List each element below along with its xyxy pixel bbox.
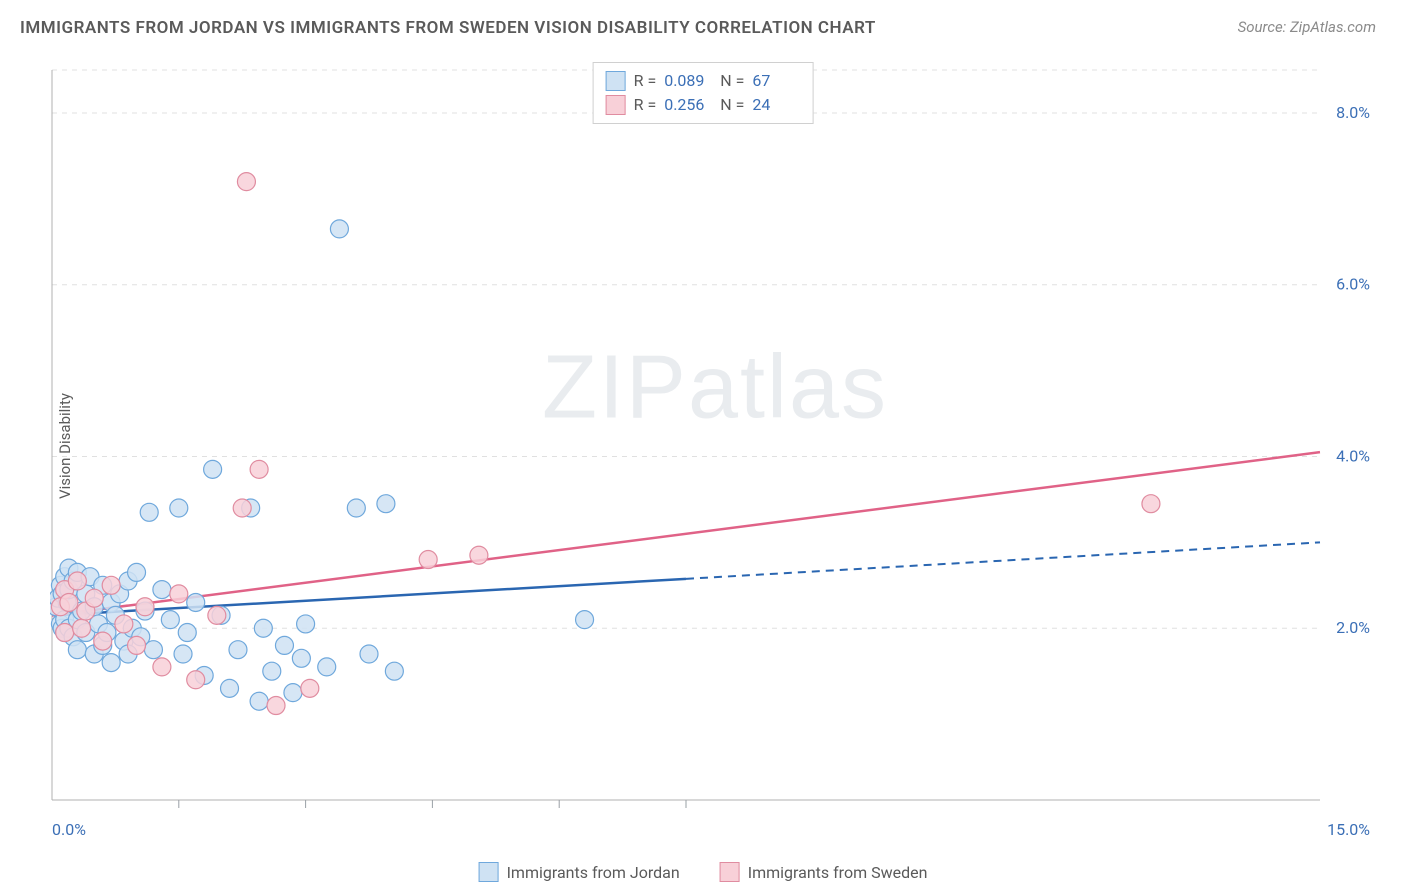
correlation-box: R = 0.089 N = 67 R = 0.256 N = 24 bbox=[593, 62, 814, 124]
svg-text:8.0%: 8.0% bbox=[1336, 103, 1370, 122]
svg-text:2.0%: 2.0% bbox=[1336, 618, 1370, 637]
r-label: R = bbox=[634, 93, 657, 117]
sweden-swatch-icon bbox=[720, 862, 740, 882]
svg-text:0.0%: 0.0% bbox=[52, 820, 86, 839]
svg-text:15.0%: 15.0% bbox=[1327, 820, 1370, 839]
svg-text:6.0%: 6.0% bbox=[1336, 275, 1370, 294]
chart-area: ZIPatlas 2.0%4.0%6.0%8.0%0.0%15.0% bbox=[50, 60, 1380, 840]
sweden-n-value: 24 bbox=[752, 93, 800, 117]
svg-text:4.0%: 4.0% bbox=[1336, 446, 1370, 465]
legend-label-jordan: Immigrants from Jordan bbox=[507, 863, 680, 882]
corr-row-jordan: R = 0.089 N = 67 bbox=[606, 69, 801, 93]
legend-item-jordan: Immigrants from Jordan bbox=[479, 862, 680, 882]
jordan-swatch-icon bbox=[606, 71, 626, 91]
jordan-swatch-icon bbox=[479, 862, 499, 882]
sweden-swatch-icon bbox=[606, 95, 626, 115]
n-label: N = bbox=[720, 69, 744, 93]
sweden-r-value: 0.256 bbox=[664, 93, 712, 117]
x-axis-legend: Immigrants from Jordan Immigrants from S… bbox=[479, 862, 928, 882]
jordan-n-value: 67 bbox=[752, 69, 800, 93]
r-label: R = bbox=[634, 69, 657, 93]
scatter-plot: 2.0% 4.0% 6.0% 8.0% 0.0% 15.0% bbox=[50, 60, 1380, 840]
n-label: N = bbox=[720, 93, 744, 117]
source-label: Source: ZipAtlas.com bbox=[1238, 18, 1376, 36]
jordan-r-value: 0.089 bbox=[664, 69, 712, 93]
legend-item-sweden: Immigrants from Sweden bbox=[720, 862, 928, 882]
legend-label-sweden: Immigrants from Sweden bbox=[748, 863, 928, 882]
corr-row-sweden: R = 0.256 N = 24 bbox=[606, 93, 801, 117]
chart-title: IMMIGRANTS FROM JORDAN VS IMMIGRANTS FRO… bbox=[20, 18, 876, 38]
